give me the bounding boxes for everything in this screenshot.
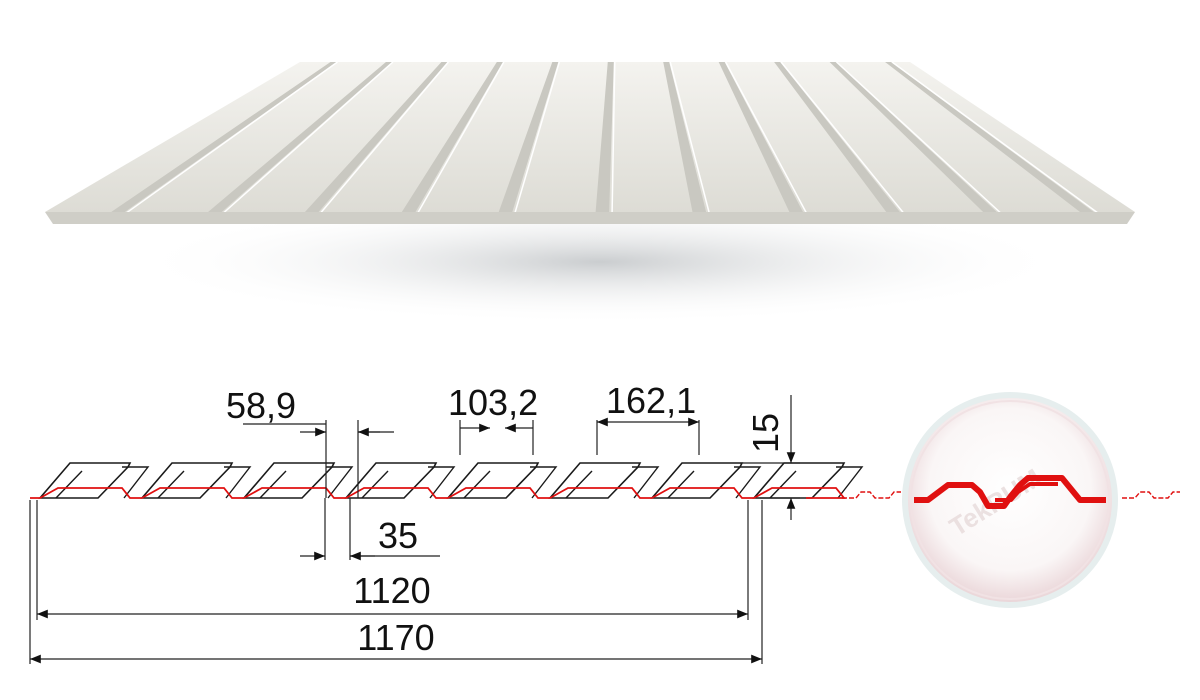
sheet-rib: [663, 62, 709, 220]
profile-rib: [140, 462, 234, 499]
sheet-rib: [396, 62, 503, 220]
sheet-rib: [885, 62, 1105, 220]
overlap-detail-icon: TekRUM: [842, 392, 1180, 608]
sheet-rib: [718, 62, 808, 220]
profile-rib: [752, 462, 846, 499]
profile-rib: [650, 462, 744, 499]
dimension-lines: [29, 395, 800, 664]
sheet-rib: [495, 62, 559, 220]
panel-illustration-icon: [45, 61, 1135, 324]
dim-label-58-9: 58,9: [226, 385, 296, 426]
sheet-rib: [774, 62, 907, 220]
profile-rib: [446, 462, 540, 499]
profile-cross-section: [30, 462, 864, 499]
dim-label-35: 35: [378, 515, 418, 556]
sheet-rib: [198, 62, 392, 220]
dim-label-1170: 1170: [357, 617, 434, 658]
sheet-rib: [297, 62, 448, 220]
sheet-rib: [594, 62, 614, 220]
profile-rib: [344, 462, 438, 499]
profile-rib: [242, 462, 336, 499]
profile-rib: [38, 462, 132, 499]
profile-rib: [548, 462, 642, 499]
sheet-rib: [99, 62, 337, 220]
sheet-rib: [829, 62, 1006, 220]
dim-label-103-2: 103,2: [448, 382, 538, 423]
dim-label-162-1: 162,1: [606, 380, 696, 421]
dim-label-15: 15: [745, 413, 786, 453]
dim-label-1120: 1120: [353, 570, 430, 611]
